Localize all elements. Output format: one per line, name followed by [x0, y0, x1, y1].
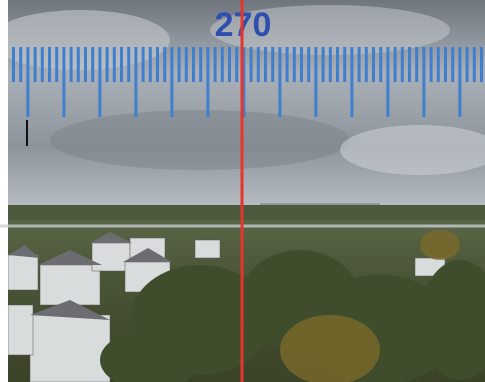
heading-ruler [12, 47, 483, 117]
